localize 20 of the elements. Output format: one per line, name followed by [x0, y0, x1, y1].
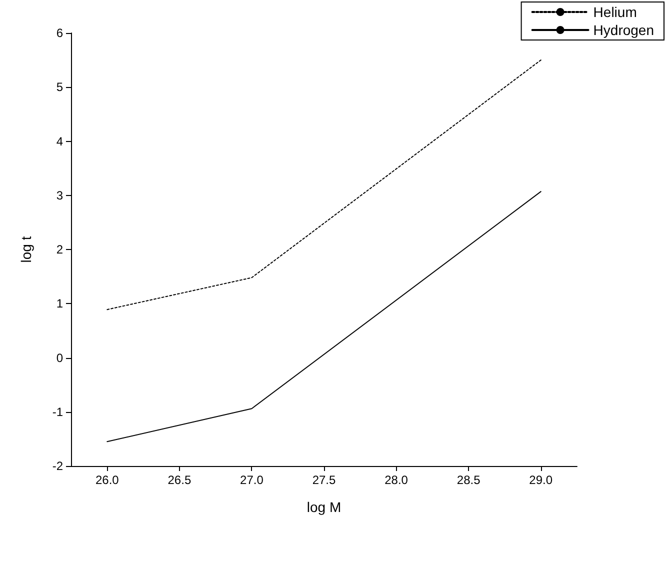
- legend-label: Helium: [593, 4, 637, 20]
- x-tick-label: 28.0: [384, 473, 408, 487]
- y-tick-label: 2: [56, 242, 64, 256]
- y-tick-label: 3: [56, 188, 64, 202]
- y-tick-label: 0: [56, 350, 64, 365]
- y-tick-label: 5: [56, 80, 64, 94]
- legend-label: Hydrogen: [593, 22, 654, 38]
- x-tick-label: 26.5: [168, 473, 192, 487]
- y-tick-label: 4: [56, 134, 64, 148]
- y-tick-label: -1: [52, 404, 64, 419]
- x-tick-label: 26.0: [95, 473, 120, 487]
- y-tick-label: -2: [52, 459, 64, 473]
- y-tick-label: 1: [56, 296, 64, 311]
- y-tick-label: 6: [56, 26, 64, 40]
- x-axis-title: log M: [306, 499, 342, 515]
- x-tick-label: 29.0: [529, 473, 553, 487]
- x-tick-label: 28.5: [456, 473, 481, 487]
- y-axis-title: log t: [18, 236, 34, 263]
- x-tick-label: 27.5: [312, 473, 336, 487]
- x-tick-label: 27.0: [240, 473, 264, 487]
